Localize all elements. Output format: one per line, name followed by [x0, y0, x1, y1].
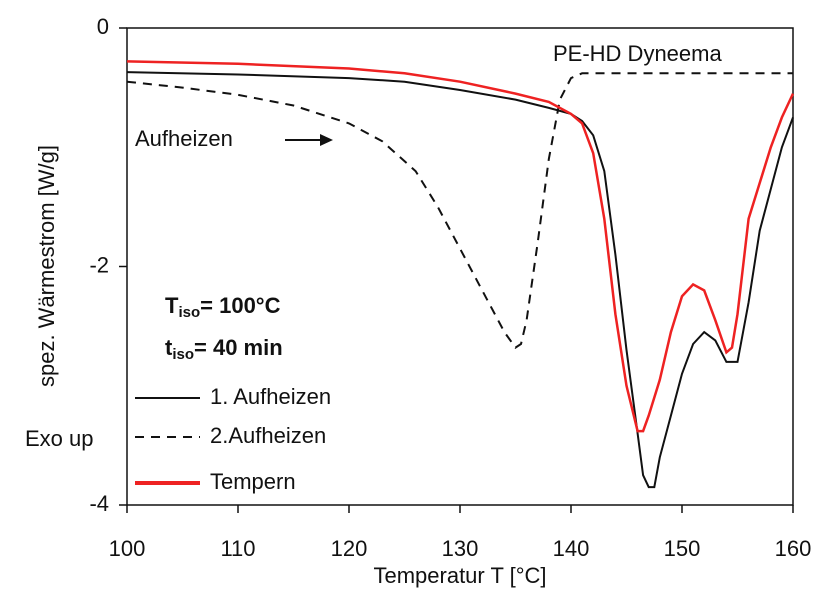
x-tick-label: 100 — [109, 536, 146, 561]
data-line — [126, 60, 795, 433]
x-tick-label: 150 — [664, 536, 701, 561]
x-tick-label: 140 — [553, 536, 590, 561]
y-tick-label: -4 — [89, 491, 109, 516]
annotation-sub: iso — [172, 346, 194, 363]
x-tick-label: 160 — [775, 536, 812, 561]
annotation-part: = 100°C — [200, 293, 280, 318]
y-axis-label: spez. Wärmestrom [W/g] — [34, 145, 59, 387]
x-axis-label: Temperatur T [°C] — [373, 563, 546, 588]
arrow-head — [320, 134, 333, 146]
legend-label: 1. Aufheizen — [210, 384, 331, 409]
data-line — [126, 71, 794, 489]
annotation: Exo up — [25, 426, 94, 451]
annotation: PE-HD Dyneema — [553, 41, 722, 66]
y-tick-label: 0 — [97, 14, 109, 39]
legend-label: 2.Aufheizen — [210, 423, 326, 448]
x-tick-label: 110 — [220, 536, 255, 561]
annotation: Tiso= 100°C — [165, 293, 281, 321]
annotation-part: = 40 min — [194, 335, 283, 360]
annotation-part: t — [165, 335, 173, 360]
x-tick-label: 120 — [331, 536, 368, 561]
annotation-sub: iso — [178, 304, 200, 321]
annotation: tiso= 40 min — [165, 335, 283, 363]
annotation: Aufheizen — [135, 126, 233, 151]
y-tick-label: -2 — [89, 252, 109, 277]
legend-label: Tempern — [210, 469, 296, 494]
annotation-part: T — [165, 293, 179, 318]
data-line — [126, 72, 793, 349]
x-tick-label: 130 — [442, 536, 479, 561]
